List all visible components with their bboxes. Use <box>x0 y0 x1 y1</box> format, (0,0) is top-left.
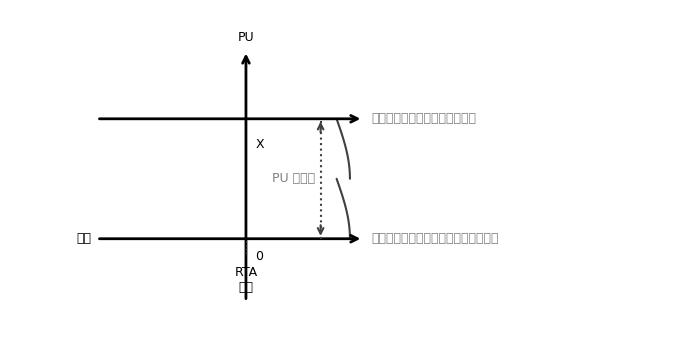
Text: 時間: 時間 <box>76 232 92 245</box>
Text: RTA
発効: RTA 発効 <box>235 266 257 294</box>
Text: PU の変動: PU の変動 <box>272 172 315 185</box>
Text: 0: 0 <box>255 250 264 263</box>
Text: ネガティブリストに入らなかった産業: ネガティブリストに入らなかった産業 <box>372 232 499 245</box>
Text: X: X <box>255 138 264 151</box>
Text: PU: PU <box>237 31 255 44</box>
Text: ネガティブリストに入った産業: ネガティブリストに入った産業 <box>372 112 476 125</box>
